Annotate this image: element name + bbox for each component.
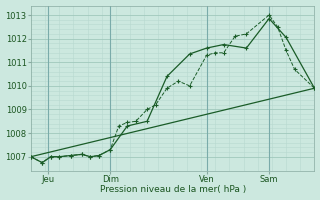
X-axis label: Pression niveau de la mer( hPa ): Pression niveau de la mer( hPa ) — [100, 185, 246, 194]
